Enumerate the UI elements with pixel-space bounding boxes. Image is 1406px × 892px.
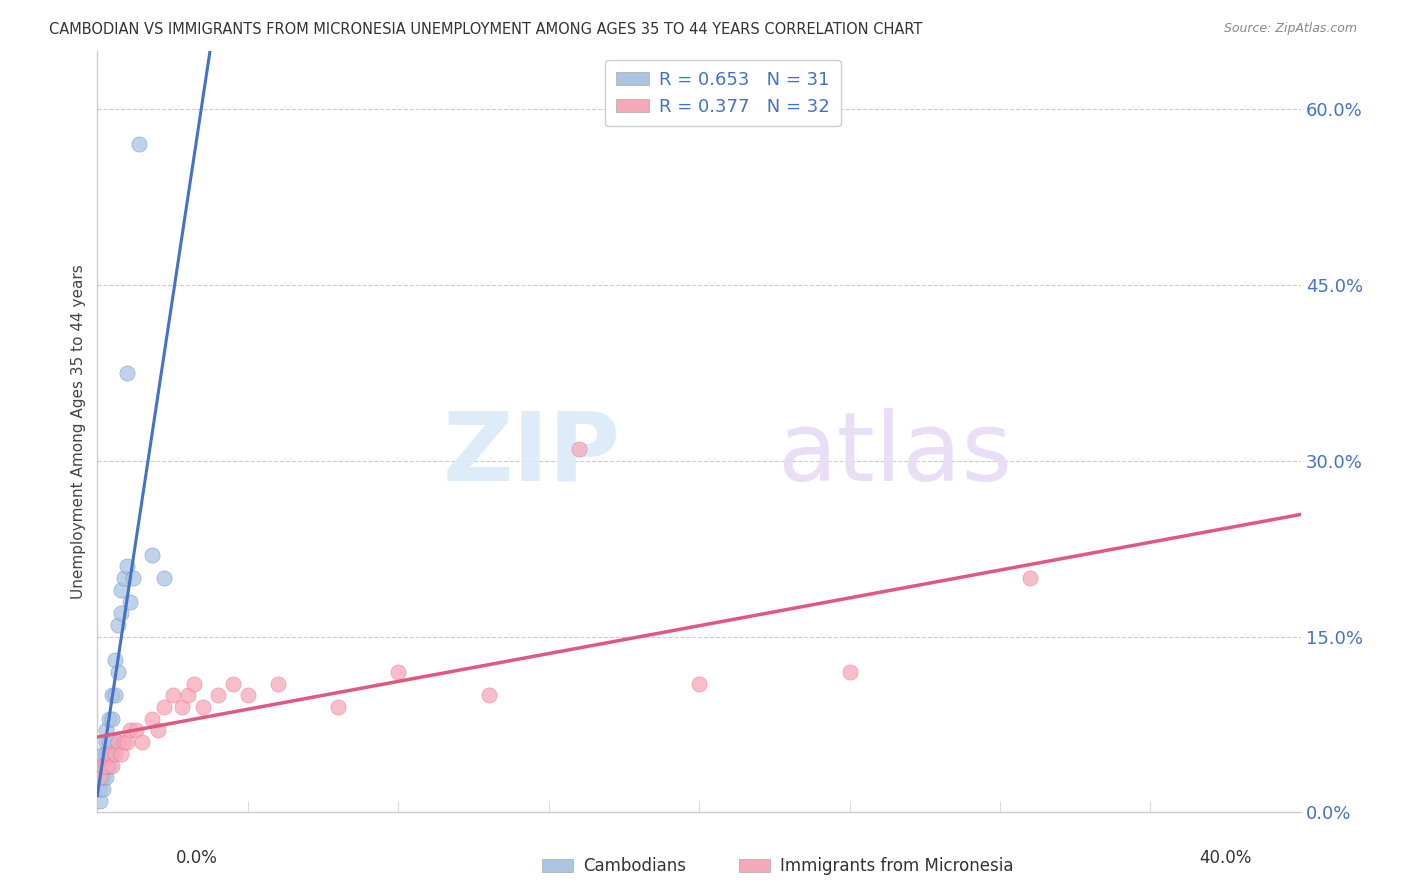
Point [112, 571, 135, 585]
Point [93, 758, 115, 772]
Point [146, 723, 169, 738]
Point [96, 723, 118, 738]
Point [107, 735, 129, 749]
Point [131, 735, 153, 749]
Point [96, 747, 118, 761]
Point [326, 700, 349, 714]
Point [96, 758, 118, 772]
Text: Immigrants from Micronesia: Immigrants from Micronesia [779, 857, 1014, 875]
Point [183, 676, 205, 690]
Point [110, 582, 132, 597]
Point [162, 688, 184, 702]
Text: 0.0%: 0.0% [176, 849, 218, 867]
Text: Cambodians: Cambodians [582, 857, 686, 875]
Point [1019, 571, 1042, 585]
Point [104, 688, 127, 702]
Point [93, 747, 115, 761]
Point [122, 571, 145, 585]
Point [98, 758, 121, 772]
Point [117, 735, 139, 749]
Point [207, 688, 229, 702]
Point [98, 735, 121, 749]
Point [387, 665, 409, 679]
Point [152, 571, 174, 585]
Point [89, 794, 111, 808]
Point [112, 735, 135, 749]
Text: CAMBODIAN VS IMMIGRANTS FROM MICRONESIA UNEMPLOYMENT AMONG AGES 35 TO 44 YEARS C: CAMBODIAN VS IMMIGRANTS FROM MICRONESIA … [49, 22, 922, 37]
Point [838, 665, 860, 679]
Point [96, 735, 118, 749]
Point [568, 442, 591, 457]
Point [170, 700, 193, 714]
Point [107, 618, 129, 632]
Point [104, 747, 127, 761]
Text: ZIP: ZIP [443, 408, 621, 501]
Point [93, 758, 115, 772]
Text: atlas: atlas [778, 408, 1012, 501]
Point [101, 758, 124, 772]
Point [267, 676, 290, 690]
Point [117, 559, 139, 574]
Point [125, 723, 148, 738]
Point [688, 676, 710, 690]
Point [101, 688, 124, 702]
Text: Source: ZipAtlas.com: Source: ZipAtlas.com [1223, 22, 1357, 36]
Point [222, 676, 245, 690]
Point [89, 770, 111, 784]
Point [120, 594, 142, 608]
Point [93, 770, 115, 784]
Point [141, 712, 163, 726]
Point [110, 747, 132, 761]
Point [110, 606, 132, 620]
Point [107, 665, 129, 679]
Point [117, 366, 139, 380]
Point [152, 700, 174, 714]
Legend: R = 0.653   N = 31, R = 0.377   N = 32: R = 0.653 N = 31, R = 0.377 N = 32 [606, 60, 841, 127]
Point [96, 770, 118, 784]
Point [101, 747, 124, 761]
Point [101, 712, 124, 726]
Point [93, 782, 115, 797]
Point [98, 712, 121, 726]
Point [191, 700, 214, 714]
Y-axis label: Unemployment Among Ages 35 to 44 years: Unemployment Among Ages 35 to 44 years [72, 264, 86, 599]
Point [101, 735, 124, 749]
Point [128, 137, 150, 152]
Point [104, 653, 127, 667]
Point [89, 782, 111, 797]
Point [141, 548, 163, 562]
Point [176, 688, 198, 702]
Text: 40.0%: 40.0% [1199, 849, 1251, 867]
Point [236, 688, 259, 702]
Point [477, 688, 499, 702]
Point [98, 747, 121, 761]
Point [120, 723, 142, 738]
